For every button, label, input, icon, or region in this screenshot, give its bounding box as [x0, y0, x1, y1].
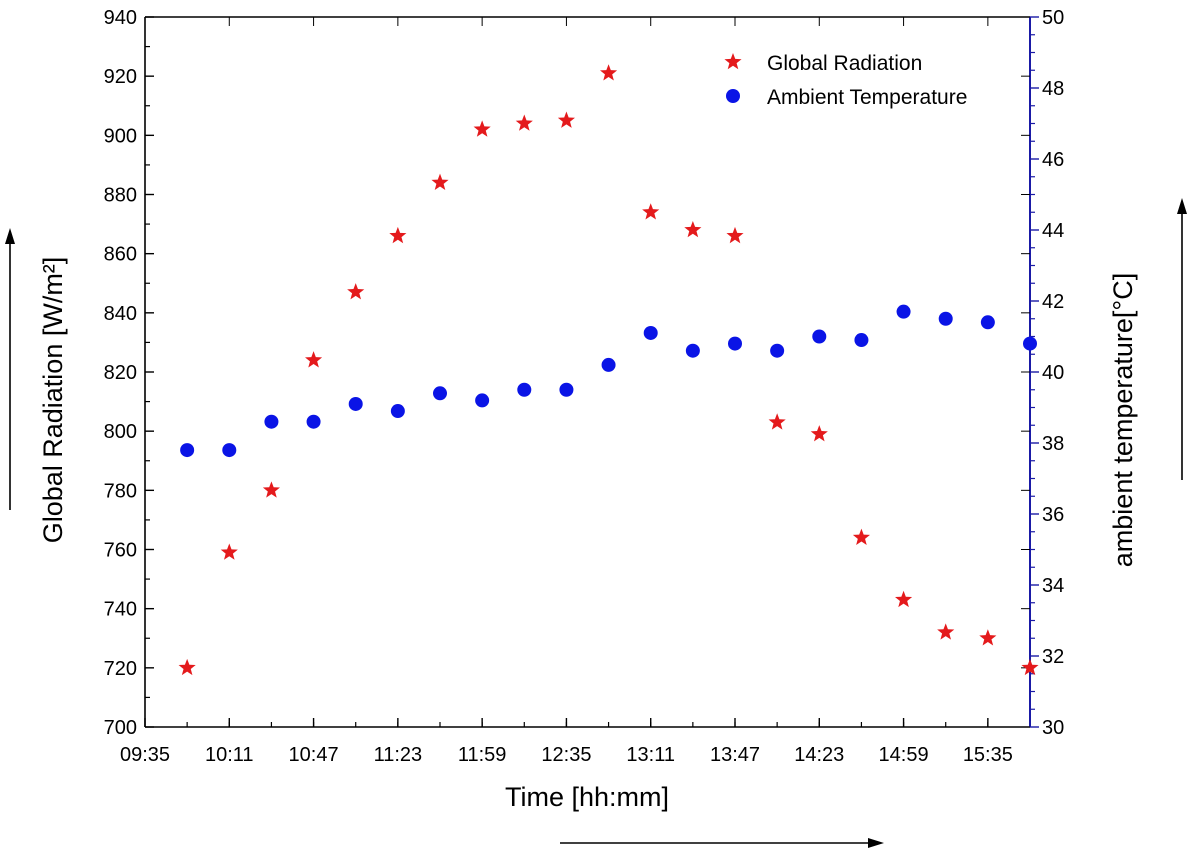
radiation-point	[389, 226, 407, 244]
y2-arrow-head-icon	[1177, 198, 1187, 214]
temperature-point	[685, 343, 700, 358]
y-tick-label: 840	[104, 303, 137, 325]
y2-tick-label: 40	[1042, 362, 1064, 384]
y-tick-label: 820	[104, 362, 137, 384]
y2-axis-title: ambient temperature[°C]	[1108, 273, 1138, 567]
y2-tick-label: 44	[1042, 220, 1064, 242]
y-tick-label: 780	[104, 480, 137, 502]
temperature-point	[180, 443, 195, 458]
radiation-point	[642, 203, 660, 220]
y2-tick-label: 36	[1042, 504, 1064, 526]
x-tick-label: 09:35	[120, 744, 170, 766]
radiation-point	[600, 64, 618, 81]
x-tick-label: 15:35	[963, 744, 1013, 766]
axes	[144, 16, 1031, 728]
legend-label-temperature: Ambient Temperature	[767, 86, 967, 109]
y-tick-label: 880	[104, 185, 137, 207]
x-arrow-head-icon	[868, 838, 884, 848]
x-axis-title: Time [hh:mm]	[505, 782, 669, 812]
temperature-point	[517, 382, 532, 397]
legend: Global Radiation Ambient Temperature	[724, 52, 967, 109]
temperature-point	[390, 404, 405, 419]
y-tick-label: 700	[104, 717, 137, 739]
ticks: 700 720 740 760 780 800 820 840 860 880 900 920 940 3…	[104, 7, 1065, 766]
radiation-point	[262, 481, 280, 498]
temperature-point	[475, 393, 490, 408]
temperature-point	[980, 315, 995, 330]
legend-circle-icon	[726, 89, 740, 103]
temperature-point	[854, 333, 869, 348]
radiation-point	[220, 543, 238, 560]
radiation-point	[726, 226, 744, 244]
y2-tick-label: 32	[1042, 646, 1064, 668]
radiation-point	[557, 111, 575, 128]
temperature-point	[643, 325, 658, 340]
x-tick-label: 10:47	[289, 744, 339, 766]
radiation-point	[895, 590, 913, 608]
y-arrow-head-icon	[5, 228, 15, 244]
legend-label-radiation: Global Radiation	[767, 52, 922, 75]
x-tick-label: 14:23	[794, 744, 844, 766]
y2-tick-label: 42	[1042, 291, 1064, 313]
y2-tick-label: 38	[1042, 433, 1064, 455]
y-tick-label: 900	[104, 125, 137, 147]
x-tick-label: 10:11	[205, 744, 254, 766]
radiation-point	[768, 413, 786, 430]
y2-tick-label: 46	[1042, 149, 1064, 171]
radiation-point	[979, 629, 997, 646]
legend-star-icon	[724, 53, 742, 70]
axis-titles: Time [hh:mm] Global Radiation [W/m²] ambie…	[5, 198, 1187, 848]
temperature-point	[222, 443, 237, 458]
y2-tick-label: 30	[1042, 717, 1064, 739]
radiation-point	[178, 658, 196, 676]
y-tick-label: 940	[104, 7, 137, 29]
temperature-point	[1023, 336, 1037, 351]
temperature-point	[812, 329, 827, 344]
radiation-point	[347, 283, 365, 300]
y-tick-label: 860	[104, 244, 137, 266]
radiation-point	[1021, 658, 1039, 676]
x-tick-label: 11:23	[374, 744, 423, 766]
temperature-point	[728, 336, 742, 351]
y-tick-label: 800	[104, 421, 137, 443]
temperature-point	[601, 357, 616, 372]
temperature-point	[559, 382, 574, 397]
x-tick-label: 12:35	[541, 744, 591, 766]
temperature-point	[264, 414, 279, 429]
radiation-point	[515, 114, 533, 131]
temperature-point	[770, 343, 785, 358]
data-marks	[178, 64, 1039, 676]
temperature-point	[348, 396, 363, 411]
radiation-point	[937, 623, 955, 640]
radiation-point	[305, 351, 323, 368]
y-tick-label: 920	[104, 66, 137, 88]
radiation-point	[852, 528, 870, 545]
radiation-point	[431, 173, 449, 190]
temperature-point	[938, 311, 953, 326]
x-tick-label: 13:47	[710, 744, 760, 766]
y2-tick-label: 34	[1042, 575, 1064, 597]
y-axis-title: Global Radiation [W/m²]	[38, 257, 68, 544]
y2-tick-label: 48	[1042, 78, 1064, 100]
y-tick-label: 720	[104, 658, 137, 680]
temperature-point	[306, 414, 321, 429]
radiation-point	[810, 425, 828, 442]
temperature-point	[433, 386, 447, 401]
x-tick-label: 11:59	[458, 744, 507, 766]
temperature-point	[896, 304, 911, 319]
y-tick-label: 760	[104, 540, 137, 562]
y2-tick-label: 50	[1042, 7, 1064, 29]
x-tick-label: 13:11	[626, 744, 675, 766]
y-tick-label: 740	[104, 599, 137, 621]
radiation-point	[473, 120, 491, 137]
radiation-point	[684, 221, 702, 238]
x-tick-label: 14:59	[879, 744, 929, 766]
